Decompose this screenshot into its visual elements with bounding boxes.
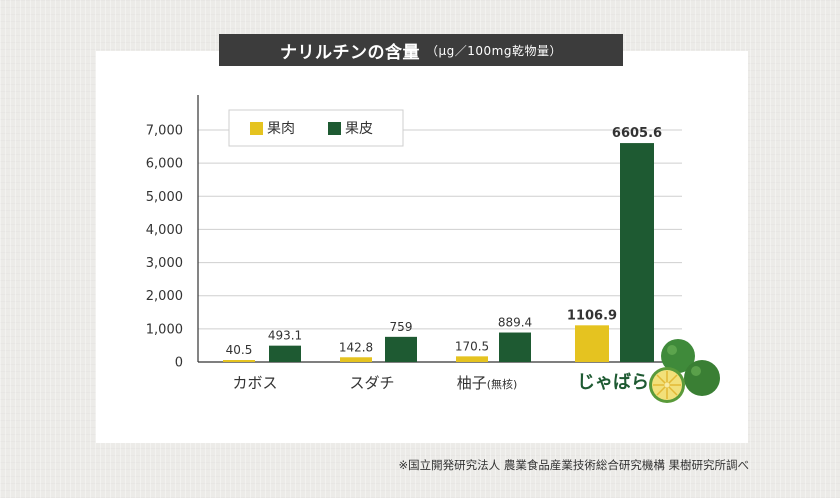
bars [223,143,654,362]
bar-flesh [575,325,609,362]
y-tick-label: 5,000 [146,190,183,205]
category-label: 柚子(無核) [457,374,518,392]
bar-peel [499,332,531,362]
legend: 果肉 果皮 [228,109,404,147]
bar-peel [269,345,301,362]
legend-swatch-peel [328,122,341,135]
data-label: 759 [390,320,413,334]
y-tick-label: 3,000 [146,256,183,271]
category-label: じゃばら [577,372,649,393]
category-labels: カボス スダチ 柚子(無核) じゃばら [232,372,649,393]
category-label: カボス [232,374,277,392]
source-note: ※国立開発研究法人 農業食品産業技術総合研究機構 果樹研究所調べ [398,458,749,472]
bar-flesh [456,356,488,362]
bar-peel [385,336,417,362]
bar-flesh [223,360,255,362]
data-label: 142.8 [339,340,373,354]
category-label: スダチ [349,374,394,392]
legend-label-flesh: 果肉 [267,121,295,137]
y-tick-label: 0 [175,356,183,371]
grid-lines [198,129,682,330]
legend-label-peel: 果皮 [345,121,373,137]
data-labels: 40.5 493.1 142.8 759 170.5 889.4 1106.9 6605.6 [226,126,662,357]
y-tick-label: 7,000 [146,124,183,139]
chart-title-unit: （μg／100mg乾物量） [426,43,562,58]
data-label: 6605.6 [612,126,662,141]
chart-title: ナリルチンの含量 [280,42,421,63]
bar-flesh [340,357,372,362]
data-label: 889.4 [498,316,532,330]
data-label: 170.5 [455,339,489,353]
y-tick-label: 2,000 [146,289,183,304]
y-tick-label: 4,000 [146,223,183,238]
y-tick-label: 1,000 [146,322,183,337]
data-label: 40.5 [226,343,253,357]
legend-swatch-flesh [250,122,263,135]
bar-peel [620,143,654,362]
y-axis-ticks: 0 1,000 2,000 3,000 4,000 5,000 6,000 7,000 [146,124,183,371]
data-label: 493.1 [268,329,302,343]
y-tick-label: 6,000 [146,157,183,172]
chart-title-bar: ナリルチンの含量 （μg／100mg乾物量） [219,34,623,66]
citrus-fruit-icon [649,339,720,403]
data-label: 1106.9 [567,308,617,323]
